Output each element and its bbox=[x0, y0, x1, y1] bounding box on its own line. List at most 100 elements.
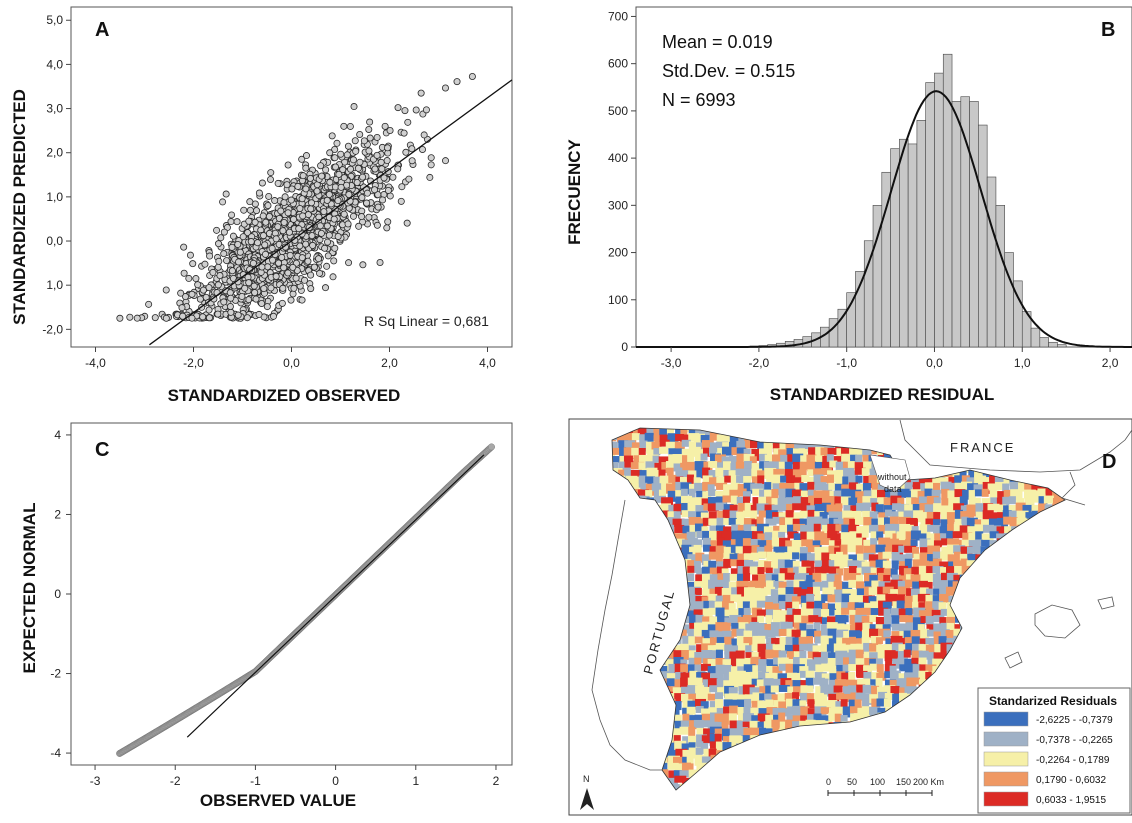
scatter-point bbox=[216, 258, 222, 264]
scatter-point bbox=[357, 159, 363, 165]
municipality-cell bbox=[687, 573, 694, 581]
scatter-point bbox=[281, 199, 287, 205]
municipality-cell bbox=[632, 433, 640, 440]
x-tick-label: -1,0 bbox=[836, 356, 857, 370]
panel-d-map: FRANCE PORTUGAL without data D N 0 50 10… bbox=[569, 419, 1132, 815]
scatter-point bbox=[361, 138, 367, 144]
scatter-point bbox=[301, 277, 307, 283]
scatter-point bbox=[374, 134, 380, 140]
scatter-point bbox=[228, 295, 234, 301]
scatter-point bbox=[360, 262, 366, 268]
scatter-point bbox=[403, 149, 409, 155]
scatter-point bbox=[332, 164, 338, 170]
scatter-point bbox=[252, 289, 258, 295]
scatter-point bbox=[374, 152, 380, 158]
scatter-point bbox=[442, 85, 448, 91]
panel-c-x-label: OBSERVED VALUE bbox=[200, 791, 356, 810]
municipality-cell bbox=[841, 489, 850, 498]
municipality-cell bbox=[841, 615, 849, 622]
panel-a-points bbox=[117, 73, 476, 321]
scatter-point bbox=[282, 194, 288, 200]
scatter-point bbox=[364, 190, 370, 196]
municipality-cell bbox=[855, 476, 862, 483]
scatter-point bbox=[250, 260, 256, 266]
scatter-point bbox=[355, 165, 361, 171]
scatter-point bbox=[163, 287, 169, 293]
scatter-point bbox=[327, 150, 333, 156]
municipality-cell bbox=[708, 694, 716, 701]
municipality-cell bbox=[785, 622, 793, 629]
municipality-cell bbox=[925, 601, 933, 609]
y-tick-label: 0 bbox=[54, 587, 61, 601]
municipality-cell bbox=[666, 461, 674, 468]
panel-b-y-label: FRECUENCY bbox=[565, 138, 584, 244]
municipality-cell bbox=[911, 678, 920, 685]
scatter-point bbox=[378, 159, 384, 165]
scatter-point bbox=[230, 233, 236, 239]
scatter-point bbox=[221, 299, 227, 305]
scatter-point bbox=[405, 119, 411, 125]
municipality-cell bbox=[743, 601, 750, 608]
scatter-point bbox=[272, 230, 278, 236]
scatter-point bbox=[275, 224, 281, 230]
scatter-point bbox=[303, 165, 309, 171]
scatter-point bbox=[293, 275, 299, 281]
histogram-bar bbox=[855, 271, 864, 347]
panel-a-letter: A bbox=[95, 19, 109, 41]
scatter-point bbox=[281, 265, 287, 271]
municipality-cell bbox=[820, 538, 830, 545]
municipality-cell bbox=[695, 574, 702, 581]
municipality-cell bbox=[982, 489, 989, 497]
municipality-cell bbox=[1009, 496, 1016, 504]
scatter-point bbox=[244, 315, 250, 321]
histogram-bar bbox=[847, 293, 856, 347]
scatter-point bbox=[221, 229, 227, 235]
scatter-point bbox=[409, 158, 415, 164]
scatter-point bbox=[291, 285, 297, 291]
y-tick-label: 600 bbox=[608, 57, 628, 71]
x-tick-label: -2,0 bbox=[183, 356, 204, 370]
scatter-point bbox=[281, 219, 287, 225]
municipality-cell bbox=[876, 545, 886, 553]
scatter-point bbox=[235, 312, 241, 318]
municipality-cell bbox=[694, 629, 703, 636]
scatter-point bbox=[297, 205, 303, 211]
scatter-point bbox=[223, 191, 229, 197]
scatter-point bbox=[234, 219, 240, 225]
municipality-cell bbox=[680, 678, 688, 688]
municipality-cell bbox=[1010, 517, 1018, 527]
panel-b-bars bbox=[741, 54, 1066, 347]
scatter-point bbox=[259, 180, 265, 186]
scatter-point bbox=[322, 285, 328, 291]
scatter-point bbox=[270, 313, 276, 319]
scatter-point bbox=[315, 256, 321, 262]
scatter-point bbox=[163, 315, 169, 321]
scatter-point bbox=[303, 186, 309, 192]
municipality-cell bbox=[967, 510, 974, 518]
scatter-point bbox=[215, 282, 221, 288]
histogram-bar bbox=[1031, 328, 1040, 347]
scatter-point bbox=[341, 123, 347, 129]
municipality-cell bbox=[946, 531, 953, 539]
municipality-cell bbox=[757, 567, 764, 574]
scatter-point bbox=[256, 311, 262, 317]
municipality-cell bbox=[694, 658, 701, 665]
municipality-cell bbox=[800, 532, 807, 541]
scatter-point bbox=[395, 166, 401, 172]
scatter-point bbox=[229, 268, 235, 274]
scatter-point bbox=[331, 258, 337, 264]
scatter-point bbox=[308, 200, 314, 206]
scatter-point bbox=[326, 191, 332, 197]
scatter-point bbox=[428, 162, 434, 168]
scatter-point bbox=[299, 297, 305, 303]
scatter-point bbox=[279, 300, 285, 306]
municipality-cell bbox=[981, 540, 990, 547]
y-tick-label: 3,0 bbox=[46, 102, 63, 116]
scatter-point bbox=[351, 103, 357, 109]
scatter-point bbox=[379, 166, 385, 172]
x-tick-label: -4,0 bbox=[85, 356, 106, 370]
scatter-point bbox=[299, 196, 305, 202]
